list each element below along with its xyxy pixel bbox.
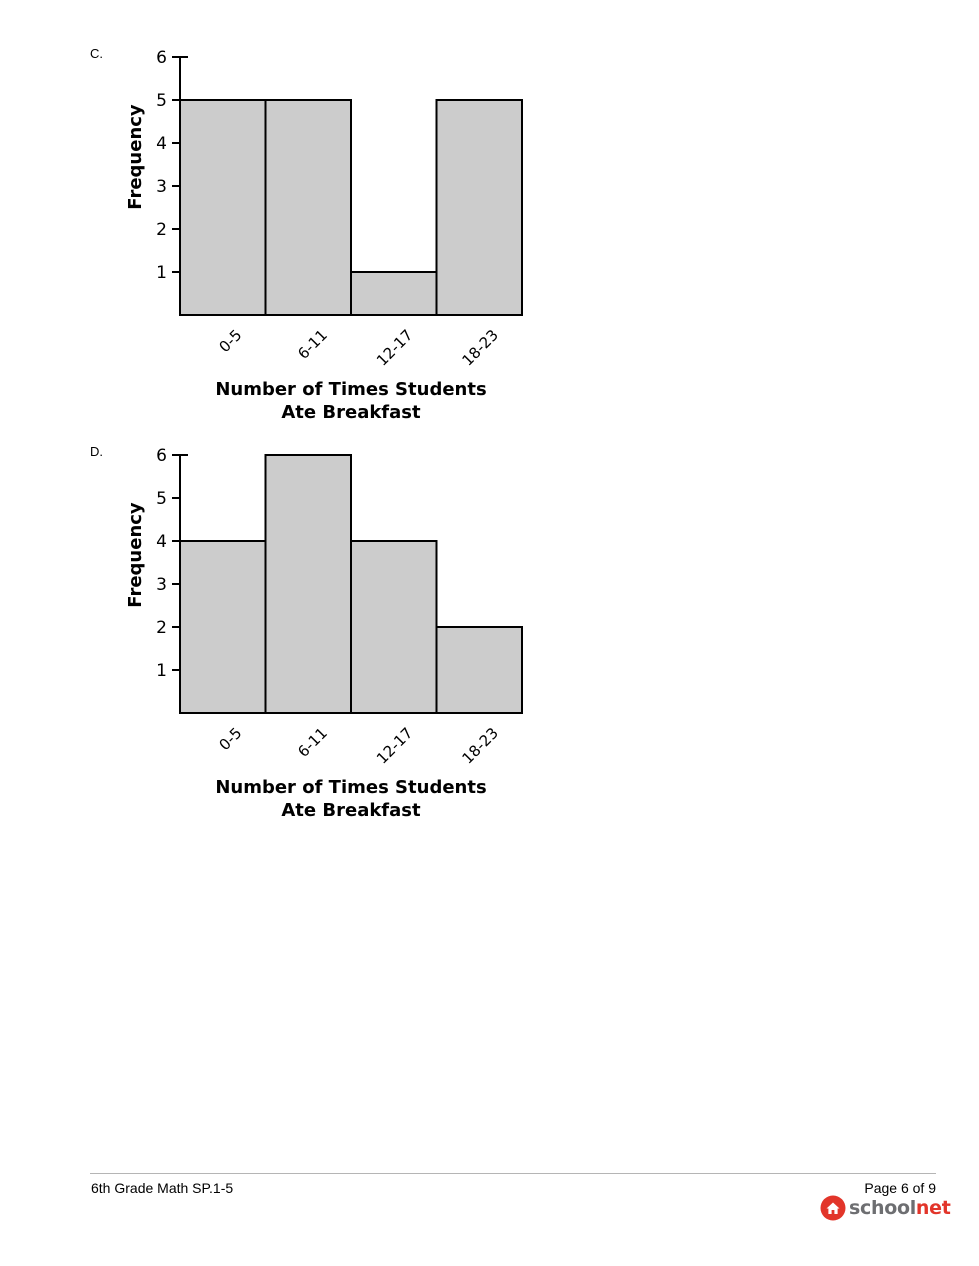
bar-18-23 <box>435 99 523 316</box>
option-letter-c: C. <box>90 46 103 61</box>
y-tick-label-5: 5 <box>156 91 167 111</box>
y-axis-label: Frequency <box>125 104 146 210</box>
bar-18-23 <box>435 626 523 714</box>
x-tick-label-0-5: 0-5 <box>215 724 245 754</box>
y-axis-label: Frequency <box>125 502 146 608</box>
y-tick-label-6: 6 <box>156 446 167 466</box>
y-tick-label-1: 1 <box>156 263 167 283</box>
y-tick-label-3: 3 <box>156 575 167 595</box>
x-axis-label-line-1: Number of Times Students <box>215 777 486 798</box>
y-tick-label-6: 6 <box>156 48 167 68</box>
bar-12-17 <box>350 540 438 714</box>
logo-text-net: net <box>915 1197 951 1219</box>
x-axis-label-line-1: Number of Times Students <box>215 379 486 400</box>
schoolnet-logo: schoolnet <box>820 1194 951 1222</box>
y-tick-label-2: 2 <box>156 618 167 638</box>
y-tick-label-4: 4 <box>156 134 167 154</box>
y-tick-label-3: 3 <box>156 177 167 197</box>
option-letter-d: D. <box>90 444 103 459</box>
y-tick-label-2: 2 <box>156 220 167 240</box>
x-tick-label-12-17: 12-17 <box>373 724 417 768</box>
footer-course-title: 6th Grade Math SP.1-5 <box>91 1180 234 1196</box>
x-tick-label-18-23: 18-23 <box>458 724 502 768</box>
logo-text-school: school <box>849 1197 916 1219</box>
house-icon <box>820 1195 846 1221</box>
bar-6-11 <box>264 454 352 714</box>
y-tick-label-5: 5 <box>156 489 167 509</box>
y-tick-label-1: 1 <box>156 661 167 681</box>
x-axis-label-line-2: Ate Breakfast <box>281 800 421 821</box>
y-tick-label-4: 4 <box>156 532 167 552</box>
bar-0-5 <box>179 540 267 714</box>
histogram-d: 1 2 3 4 5 6 0-5 6-11 12-17 18-23 Frequency Number o… <box>125 446 523 821</box>
x-tick-label-6-11: 6-11 <box>294 724 331 761</box>
x-axis-label-line-2: Ate Breakfast <box>281 402 421 423</box>
footer-divider <box>90 1173 936 1174</box>
footer-page-number: Page 6 of 9 <box>864 1180 936 1196</box>
